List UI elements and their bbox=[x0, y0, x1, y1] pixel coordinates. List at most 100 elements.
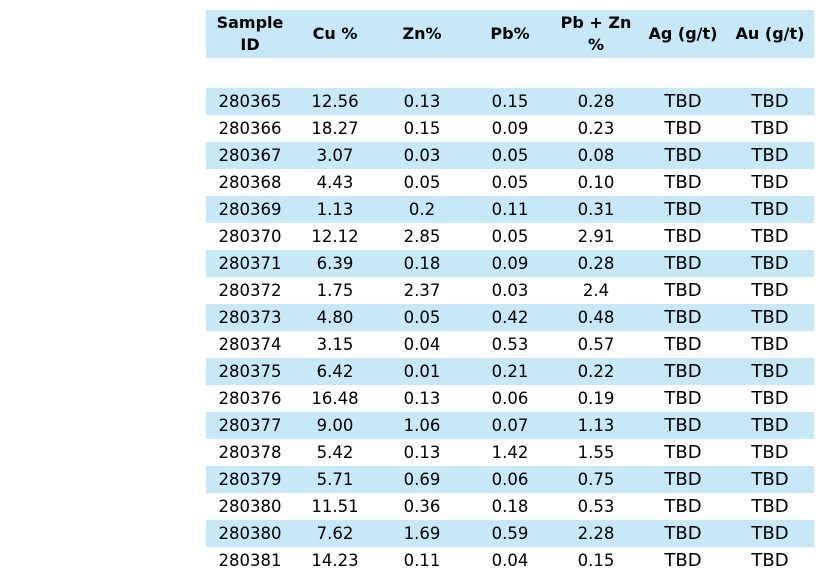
table-row: 280365 12.56 0.13 0.15 0.28 TBD TBD bbox=[206, 88, 814, 115]
cell-ag: TBD bbox=[640, 358, 726, 385]
table-row: 280374 3.15 0.04 0.53 0.57 TBD TBD bbox=[206, 331, 814, 358]
cell-zn: 2.85 bbox=[403, 227, 441, 246]
header-zn-line: Zn% bbox=[402, 24, 442, 43]
cell-cu: 3.07 bbox=[294, 142, 376, 169]
cell-sample-id: 280379 bbox=[206, 466, 294, 493]
cell-pb-zn: 0.28 bbox=[552, 250, 640, 277]
cell-sample-id: 280377 bbox=[206, 412, 294, 439]
table-row: 280373 4.80 0.05 0.42 0.48 TBD TBD bbox=[206, 304, 814, 331]
cell-ag: TBD bbox=[640, 88, 726, 115]
cell-pb: 0.21 bbox=[468, 358, 552, 385]
cell-sample-id: 280380 bbox=[218, 497, 282, 516]
cell-sample-id: 280380 bbox=[206, 520, 294, 547]
cell-pb-zn: 0.75 bbox=[552, 466, 640, 493]
cell-pb-zn: 0.23 bbox=[577, 119, 615, 138]
cell-cu: 1.13 bbox=[294, 196, 376, 223]
cell-pb: 0.15 bbox=[468, 88, 552, 115]
table-row: 280368 4.43 0.05 0.05 0.10 TBD TBD bbox=[206, 169, 814, 196]
cell-ag: TBD bbox=[664, 226, 702, 247]
header-ag: Ag (g/t) bbox=[640, 10, 726, 58]
cell-ag: TBD bbox=[664, 496, 702, 517]
cell-pb-zn: 0.57 bbox=[577, 335, 615, 354]
cell-au: TBD bbox=[751, 388, 789, 409]
cell-au: TBD bbox=[726, 520, 814, 547]
cell-au: TBD bbox=[751, 442, 789, 463]
header-pb-zn-line: Pb + Zn bbox=[560, 13, 632, 32]
table-row: 280367 3.07 0.03 0.05 0.08 TBD TBD bbox=[206, 142, 814, 169]
cell-cu: 6.42 bbox=[294, 358, 376, 385]
cell-pb: 0.06 bbox=[468, 466, 552, 493]
cell-zn: 0.69 bbox=[376, 466, 468, 493]
table-row: 280380 11.51 0.36 0.18 0.53 TBD TBD bbox=[206, 493, 814, 520]
header-row: Sample ID Cu % Zn% Pb% Pb + Zn% Ag (g/t) Au (g/… bbox=[206, 10, 814, 58]
cell-pb-zn: 0.53 bbox=[577, 497, 615, 516]
table-row: 280372 1.75 2.37 0.03 2.4 TBD TBD bbox=[206, 277, 814, 304]
table-row: 280380 7.62 1.69 0.59 2.28 TBD TBD bbox=[206, 520, 814, 547]
cell-au: TBD bbox=[726, 250, 814, 277]
table-row: 280377 9.00 1.06 0.07 1.13 TBD TBD bbox=[206, 412, 814, 439]
cell-ag: TBD bbox=[664, 334, 702, 355]
header-sample-id-line: Sample bbox=[216, 13, 284, 32]
assay-results-table: Sample ID Cu % Zn% Pb% Pb + Zn% Ag (g/t) Au (g/… bbox=[206, 10, 814, 574]
header-pb-line: Pb% bbox=[490, 24, 530, 43]
cell-zn: 0.13 bbox=[376, 88, 468, 115]
table-row: 280370 12.12 2.85 0.05 2.91 TBD TBD bbox=[206, 223, 814, 250]
cell-pb-zn: 0.15 bbox=[577, 551, 615, 570]
header-pb-zn: Pb + Zn% bbox=[552, 10, 640, 58]
cell-pb: 0.11 bbox=[468, 196, 552, 223]
cell-cu: 5.71 bbox=[294, 466, 376, 493]
table-header: Sample ID Cu % Zn% Pb% Pb + Zn% Ag (g/t) Au (g/… bbox=[206, 10, 814, 58]
cell-ag: TBD bbox=[664, 118, 702, 139]
cell-cu: 5.42 bbox=[316, 443, 354, 462]
header-cu: Cu % bbox=[294, 10, 376, 58]
cell-pb-zn: 2.28 bbox=[552, 520, 640, 547]
cell-sample-id: 280375 bbox=[206, 358, 294, 385]
cell-cu: 16.48 bbox=[311, 389, 359, 408]
cell-sample-id: 280365 bbox=[206, 88, 294, 115]
cell-pb-zn: 2.4 bbox=[582, 281, 610, 300]
cell-ag: TBD bbox=[640, 250, 726, 277]
cell-zn: 0.04 bbox=[403, 335, 441, 354]
cell-pb: 0.04 bbox=[491, 551, 529, 570]
cell-zn: 0.2 bbox=[376, 196, 468, 223]
cell-pb-zn: 1.13 bbox=[552, 412, 640, 439]
cell-pb-zn: 0.10 bbox=[577, 173, 615, 192]
cell-pb: 0.05 bbox=[491, 173, 529, 192]
cell-pb: 0.09 bbox=[491, 119, 529, 138]
cell-pb-zn: 0.19 bbox=[577, 389, 615, 408]
header-zn: Zn% bbox=[376, 10, 468, 58]
table-row: 280366 18.27 0.15 0.09 0.23 TBD TBD bbox=[206, 115, 814, 142]
cell-cu: 1.75 bbox=[316, 281, 354, 300]
cell-au: TBD bbox=[726, 358, 814, 385]
table-row: 280376 16.48 0.13 0.06 0.19 TBD TBD bbox=[206, 385, 814, 412]
header-cu-line: Cu % bbox=[312, 24, 358, 43]
cell-ag: TBD bbox=[640, 304, 726, 331]
cell-pb-zn: 0.31 bbox=[552, 196, 640, 223]
header-sample-id: Sample ID bbox=[206, 10, 294, 58]
cell-cu: 9.00 bbox=[294, 412, 376, 439]
header-ag-line: Ag (g/t) bbox=[648, 24, 718, 43]
table-row: 280369 1.13 0.2 0.11 0.31 TBD TBD bbox=[206, 196, 814, 223]
cell-au: TBD bbox=[751, 496, 789, 517]
cell-pb: 0.59 bbox=[468, 520, 552, 547]
cell-pb: 1.42 bbox=[491, 443, 529, 462]
cell-pb: 0.05 bbox=[468, 142, 552, 169]
cell-sample-id: 280367 bbox=[206, 142, 294, 169]
cell-pb-zn: 0.48 bbox=[552, 304, 640, 331]
cell-zn: 0.18 bbox=[376, 250, 468, 277]
cell-pb: 0.07 bbox=[468, 412, 552, 439]
cell-au: TBD bbox=[726, 412, 814, 439]
cell-zn: 0.05 bbox=[376, 304, 468, 331]
assay-results-table-container: Sample ID Cu % Zn% Pb% Pb + Zn% Ag (g/t) Au (g/… bbox=[206, 10, 814, 574]
cell-zn: 1.69 bbox=[376, 520, 468, 547]
cell-cu: 14.23 bbox=[311, 551, 359, 570]
cell-sample-id: 280371 bbox=[206, 250, 294, 277]
cell-pb-zn: 0.28 bbox=[552, 88, 640, 115]
header-au-line: Au (g/t) bbox=[735, 24, 805, 43]
header-sample-id-line: ID bbox=[240, 35, 260, 54]
cell-ag: TBD bbox=[664, 172, 702, 193]
cell-sample-id: 280374 bbox=[218, 335, 282, 354]
cell-au: TBD bbox=[751, 334, 789, 355]
cell-pb-zn: 2.91 bbox=[577, 227, 615, 246]
cell-ag: TBD bbox=[664, 280, 702, 301]
